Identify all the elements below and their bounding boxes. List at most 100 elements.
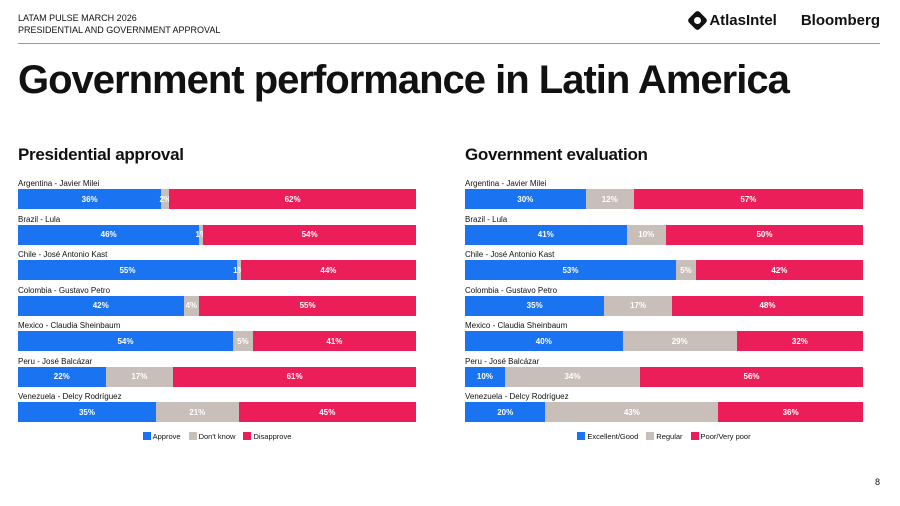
bar-row: Peru - José Balcázar 22% 17% 61% [18,356,416,392]
presidential-approval-chart: Presidential approval Argentina - Javier … [18,145,416,441]
bar-segment: 5% [232,331,253,351]
legend-item: Regular [646,431,683,441]
stacked-bar: 30% 12% 57% [465,189,863,209]
bar-segment: 54% [203,224,416,245]
bar-segment: 43% [545,402,719,422]
bar-segment: 1% [233,260,245,280]
legend-label: Excellent/Good [587,431,639,441]
category-label: Chile - José Antonio Kast [465,250,555,259]
stacked-bar: 53% 5% 42% [465,260,863,280]
legend-label: Regular [656,431,683,441]
legend-label: Approve [152,431,181,441]
bar-segment: 32% [736,331,863,351]
bar-segment: 20% [465,402,546,422]
legend-label: Poor/Very poor [700,431,751,441]
bar-segment: 56% [640,366,863,387]
bar-segment: 57% [633,189,863,209]
bar-row: Colombia - Gustavo Petro 35% 17% 48% [465,285,863,321]
legend-swatch [690,432,699,440]
stacked-bar: 22% 17% 61% [18,366,416,387]
legend-label: Disapprove [253,431,292,441]
bar-row: Brazil - Lula 41% 10% 50% [465,214,863,250]
stacked-bar: 40% 29% 32% [465,331,863,351]
bar-segment: 54% [18,331,233,351]
bar-row: Chile - José Antonio Kast 53% 5% 42% [465,249,863,285]
page-number: 8 [874,477,880,487]
bar-row: Peru - José Balcázar 10% 34% 56% [465,356,863,392]
legend-swatch [577,432,586,440]
bar-segment: 61% [173,366,416,387]
category-label: Colombia - Gustavo Petro [18,285,111,295]
bar-segment: 55% [18,260,237,280]
category-label: Brazil - Lula [465,214,508,224]
bar-row: Venezuela - Delcy Rodríguez 20% 43% 36% [465,391,863,427]
bar-segment: 44% [240,260,416,280]
stacked-bar: 36% 2% 62% [18,189,416,209]
bar-segment: 55% [199,295,416,316]
bar-segment: 10% [465,366,505,387]
bar-segment: 30% [465,189,586,209]
slide-header: LATAM PULSE MARCH 2026 PRESIDENTIAL AND … [18,12,220,36]
bar-segment: 17% [105,366,174,387]
stacked-bar: 42% 4% 55% [18,295,416,316]
stacked-bar: 20% 43% 36% [465,402,863,422]
category-label: Colombia - Gustavo Petro [465,285,558,295]
stacked-bar: 41% 10% 50% [465,224,863,245]
bar-segment: 5% [675,260,696,280]
bar-segment: 42% [695,260,863,280]
legend-item: Don't know [188,432,235,441]
page-title: Government performance in Latin America [18,58,790,102]
atlasintel-icon [687,9,709,32]
bar-segment: 42% [18,295,184,316]
bar-segment: 22% [18,366,106,387]
bar-segment: 45% [238,402,416,422]
bar-row: Mexico - Claudia Sheinbaum 54% 5% 41% [18,320,416,356]
stacked-bar: 54% 5% 41% [18,331,416,351]
chart-title: Presidential approval [18,145,184,164]
bar-segment: 41% [252,331,416,351]
stacked-bar: 10% 34% 56% [465,366,863,387]
legend: Excellent/Good Regular Poor/Very poor [465,432,863,441]
legend-swatch [646,432,655,440]
bar-segment: 53% [465,260,676,280]
bar-segment: 1% [195,224,207,245]
bar-row: Argentina - Javier Milei 36% 2% 62% [18,178,416,214]
stacked-bar: 35% 21% 45% [18,402,416,422]
category-label: Venezuela - Delcy Rodríguez [465,392,569,401]
legend-item: Disapprove [243,432,291,441]
legend-item: Poor/Very poor [690,431,751,441]
bloomberg-logo: Bloomberg [800,12,880,29]
category-label: Brazil - Lula [18,214,61,224]
atlasintel-logo: AtlasIntel [687,9,777,32]
bar-segment: 4% [183,295,200,316]
category-label: Argentina - Javier Milei [18,179,100,188]
bar-segment: 2% [159,189,171,209]
bar-segment: 21% [155,402,239,422]
bar-row: Colombia - Gustavo Petro 42% 4% 55% [18,285,416,321]
bar-row: Mexico - Claudia Sheinbaum 40% 29% 32% [465,320,863,356]
bar-segment: 40% [465,331,623,351]
legend: Approve Don't know Disapprove [18,432,416,441]
bar-row: Argentina - Javier Milei 30% 12% 57% [465,178,863,214]
bar-segment: 10% [626,224,666,245]
bar-segment: 62% [169,189,416,209]
divider [18,43,880,44]
bar-segment: 12% [585,189,634,209]
legend-swatch [142,432,151,440]
chart-title: Government evaluation [465,145,648,164]
category-label: Peru - José Balcázar [18,356,93,366]
stacked-bar: 35% 17% 48% [465,295,863,316]
legend-item: Excellent/Good [577,432,638,441]
bar-segment: 50% [665,224,863,245]
category-label: Peru - José Balcázar [465,356,540,366]
logos: AtlasIntel Bloomberg [687,9,880,32]
bar-row: Brazil - Lula 46% 1% 54% [18,214,416,250]
category-label: Mexico - Claudia Sheinbaum [465,321,568,330]
bar-row: Chile - José Antonio Kast 55% 1% 44% [18,249,416,285]
bar-segment: 36% [718,402,863,422]
bar-segment: 34% [504,366,641,387]
bar-segment: 29% [622,331,737,351]
bar-segment: 35% [18,402,156,422]
legend-swatch [188,432,197,440]
header-line2: PRESIDENTIAL AND GOVERNMENT APPROVAL [18,25,221,35]
